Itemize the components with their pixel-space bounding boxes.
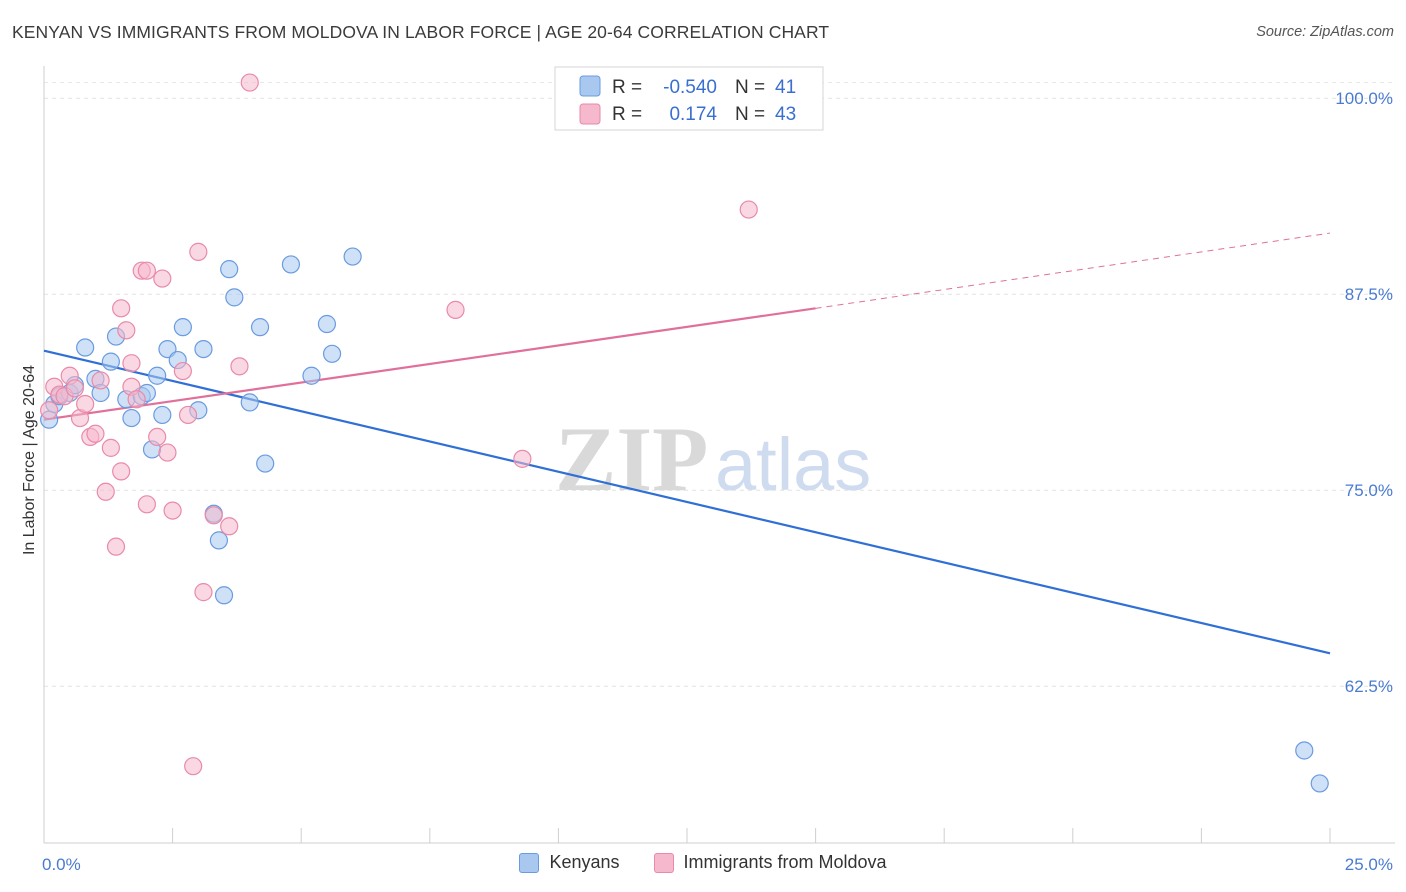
legend-r-value-2: 0.174: [669, 104, 717, 125]
point-kenyans-5: [76, 338, 95, 357]
grid-lines: [44, 82, 1395, 687]
point-kenyans-32: [317, 314, 337, 334]
point-kenyans-29: [256, 454, 275, 473]
point-kenyans-11: [122, 408, 141, 428]
point-moldova-28: [178, 405, 198, 425]
point-moldova-13: [106, 537, 126, 556]
y-tick-label-3: 100.0%: [1335, 89, 1393, 108]
point-kenyans-37: [1310, 774, 1329, 793]
data-points: [40, 73, 1329, 793]
point-moldova-21: [137, 261, 156, 280]
watermark-zip: ZIP: [555, 408, 708, 510]
point-moldova-10: [91, 371, 110, 390]
point-moldova-5: [65, 379, 84, 398]
legend-box: R = -0.540 N = 41 R = 0.174 N = 43: [554, 66, 824, 131]
point-moldova-29: [184, 757, 203, 776]
point-kenyans-16: [153, 405, 172, 425]
point-moldova-19: [127, 390, 146, 409]
point-kenyans-23: [209, 531, 228, 550]
point-moldova-26: [163, 501, 182, 520]
bottom-legend-label-moldova: Immigrants from Moldova: [683, 852, 887, 872]
bottom-legend-swatch-kenyans: [519, 852, 540, 873]
point-moldova-25: [158, 443, 177, 462]
legend-swatch-moldova: [579, 103, 601, 125]
bottom-legend-label-kenyans: Kenyans: [549, 852, 620, 872]
point-kenyans-33: [322, 344, 342, 363]
point-moldova-11: [96, 482, 115, 501]
bottom-legend-item-kenyans: Kenyans: [519, 852, 620, 873]
point-moldova-14: [112, 462, 131, 481]
legend-n-value-1: 41: [775, 77, 796, 98]
bottom-legend-item-moldova: Immigrants from Moldova: [653, 852, 887, 873]
point-kenyans-24: [214, 586, 234, 605]
legend-n-value-2: 43: [775, 104, 796, 125]
point-kenyans-30: [281, 255, 301, 274]
trend-line-moldova-extension: [815, 232, 1331, 309]
legend-r-label-2: R =: [612, 104, 642, 125]
y-tick-label-0: 62.5%: [1345, 677, 1393, 696]
legend-r-label-1: R =: [612, 77, 642, 98]
point-moldova-12: [101, 438, 120, 457]
point-moldova-34: [230, 357, 249, 376]
axes: [43, 66, 1395, 844]
legend-n-label-1: N =: [735, 77, 765, 98]
point-kenyans-8: [101, 352, 120, 371]
point-moldova-16: [117, 321, 136, 340]
tick-labels: 62.5% 75.0% 87.5% 100.0% 0.0% 25.0%: [42, 89, 1393, 874]
point-kenyans-28: [250, 318, 270, 337]
y-axis-label: In Labor Force | Age 20-64: [21, 365, 38, 555]
trend-line-kenyans: [43, 349, 1331, 655]
point-kenyans-25: [220, 260, 239, 279]
legend-swatch-kenyans: [579, 75, 601, 97]
watermark-atlas: atlas: [715, 423, 871, 506]
point-moldova-37: [513, 449, 532, 468]
point-moldova-24: [153, 269, 172, 288]
point-moldova-23: [148, 427, 167, 447]
point-moldova-18: [122, 354, 141, 373]
legend-n-label-2: N =: [735, 104, 765, 125]
point-kenyans-15: [148, 366, 167, 385]
point-moldova-36: [446, 300, 465, 319]
point-kenyans-31: [302, 366, 321, 385]
point-moldova-31: [194, 583, 213, 602]
point-moldova-38: [739, 200, 758, 219]
chart-title: KENYAN VS IMMIGRANTS FROM MOLDOVA IN LAB…: [12, 22, 830, 42]
point-moldova-32: [204, 506, 223, 525]
y-tick-label-1: 75.0%: [1345, 481, 1393, 500]
bottom-legend: Kenyans Immigrants from Moldova: [0, 852, 1406, 873]
point-kenyans-21: [194, 339, 213, 359]
x-tick-label-0: 0.0%: [42, 855, 81, 874]
y-tick-label-2: 87.5%: [1345, 285, 1393, 304]
x-tick-label-1: 25.0%: [1345, 855, 1393, 874]
point-kenyans-26: [225, 288, 244, 307]
point-kenyans-36: [1295, 741, 1314, 760]
trend-line-moldova: [43, 307, 816, 421]
legend-r-value-1: -0.540: [663, 77, 717, 98]
point-moldova-15: [112, 299, 131, 318]
point-moldova-33: [220, 517, 239, 536]
point-kenyans-34: [343, 247, 362, 266]
point-moldova-0: [40, 401, 59, 420]
source-label: Source: ZipAtlas.com: [1256, 24, 1394, 40]
point-moldova-30: [189, 242, 208, 261]
point-moldova-35: [240, 73, 259, 92]
bottom-legend-swatch-moldova: [653, 852, 674, 873]
point-moldova-9: [86, 424, 105, 443]
point-moldova-7: [76, 394, 95, 414]
point-moldova-22: [137, 495, 156, 514]
point-kenyans-27: [240, 393, 259, 412]
point-kenyans-19: [173, 318, 192, 337]
point-moldova-27: [173, 361, 192, 381]
